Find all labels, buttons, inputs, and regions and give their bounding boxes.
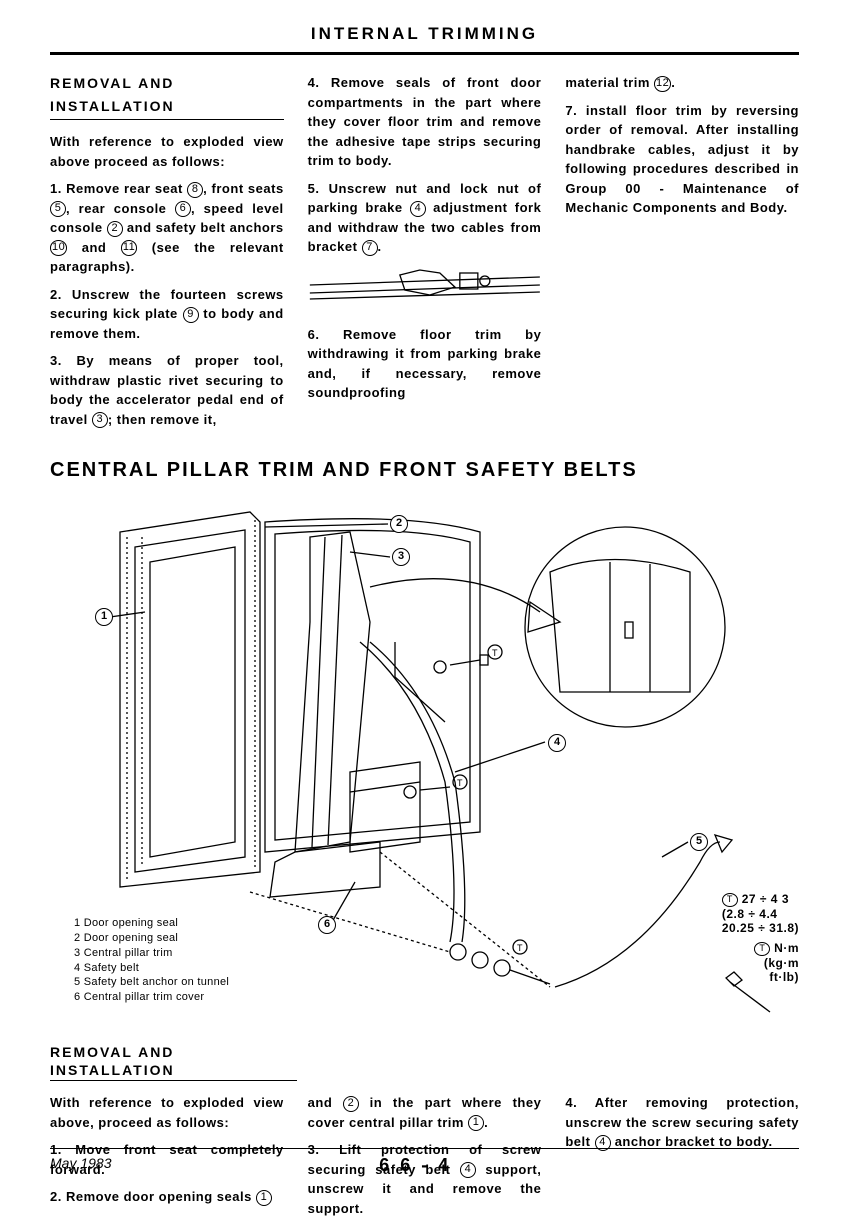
removal-heading-1: REMOVAL AND — [50, 73, 284, 94]
legend-1: 1 Door opening seal — [74, 916, 229, 931]
ref-2-icon: 2 — [107, 221, 123, 237]
callout-1: 1 — [95, 608, 113, 626]
svg-text:T: T — [457, 778, 463, 788]
ref-5-icon: 5 — [50, 201, 66, 217]
removal-heading-b2: INSTALLATION — [50, 1062, 297, 1078]
callout-2: 2 — [390, 515, 408, 533]
callout-5: 5 — [690, 833, 708, 851]
b-step-2b: and 2 in the part where they cover centr… — [308, 1093, 542, 1132]
ref-6-icon: 6 — [175, 201, 191, 217]
top-col-2: 4. Remove seals of front door compartmen… — [308, 73, 542, 437]
bottom-heading-block: REMOVAL AND INSTALLATION — [50, 1044, 297, 1081]
diagram-legend: 1 Door opening seal 2 Door opening seal … — [74, 916, 229, 1005]
footer-date: May 1983 — [50, 1155, 111, 1176]
removal-heading-2: INSTALLATION — [50, 96, 284, 117]
intro-text: With reference to exploded view above pr… — [50, 132, 284, 171]
torque-t-icon: T — [722, 893, 738, 907]
step-1: 1. Remove rear seat 8, front seats 5, re… — [50, 179, 284, 277]
torque-t2-icon: T — [754, 942, 770, 956]
torque-line1: T 27 ÷ 4 3 — [722, 892, 799, 907]
torque-units: T N·m (kg·m ft·lb) — [722, 941, 799, 984]
callout-4: 4 — [548, 734, 566, 752]
step-5: 5. Unscrew nut and lock nut of parking b… — [308, 179, 542, 257]
b-step-4: 4. After removing protection, unscrew th… — [565, 1093, 799, 1152]
ref-7-icon: 7 — [362, 240, 378, 256]
ref-11-icon: 11 — [121, 240, 137, 256]
step-2: 2. Unscrew the fourteen screws securing … — [50, 285, 284, 344]
footer-rule — [50, 1148, 799, 1149]
ref-9-icon: 9 — [183, 307, 199, 323]
ref-8-icon: 8 — [187, 182, 203, 198]
ref-1c-icon: 1 — [468, 1115, 484, 1131]
legend-6: 6 Central pillar trim cover — [74, 990, 229, 1005]
svg-text:T: T — [492, 648, 498, 658]
callout-3: 3 — [392, 548, 410, 566]
footer-spacer — [719, 1155, 799, 1176]
top-col-3: material trim 12. 7. install floor trim … — [565, 73, 799, 437]
ref-4-icon: 4 — [410, 201, 426, 217]
bottom-heading-underline — [50, 1080, 297, 1081]
material-trim: material trim 12. — [565, 73, 799, 93]
torque-line3: 20.25 ÷ 31.8) — [722, 921, 799, 935]
page: INTERNAL TRIMMING REMOVAL AND INSTALLATI… — [0, 0, 849, 1200]
legend-3: 3 Central pillar trim — [74, 946, 229, 961]
step-4: 4. Remove seals of front door compartmen… — [308, 73, 542, 171]
step-7: 7. install floor trim by reversing order… — [565, 101, 799, 218]
footer-page-number: 6 6 - 4 — [379, 1155, 451, 1176]
step-6: 6. Remove floor trim by withdrawing it f… — [308, 325, 542, 403]
torque-spec: T 27 ÷ 4 3 (2.8 ÷ 4.4 20.25 ÷ 31.8) T N·… — [722, 892, 799, 984]
ref-1b-icon: 1 — [256, 1190, 272, 1206]
top-columns: REMOVAL AND INSTALLATION With reference … — [50, 73, 799, 437]
legend-5: 5 Safety belt anchor on tunnel — [74, 975, 229, 990]
b-step-2: 2. Remove door opening seals 1 — [50, 1187, 284, 1207]
heading-underline — [50, 119, 284, 120]
page-footer: May 1983 6 6 - 4 — [50, 1148, 799, 1176]
ref-10-icon: 10 — [50, 240, 67, 256]
intro-span: With reference to exploded view above pr… — [50, 134, 284, 169]
ref-2b-icon: 2 — [343, 1096, 359, 1112]
small-diagram — [308, 265, 542, 315]
step-3: 3. By means of proper tool, withdraw pla… — [50, 351, 284, 429]
removal-heading-b1: REMOVAL AND — [50, 1044, 297, 1060]
svg-text:T: T — [517, 943, 523, 953]
top-col-1: REMOVAL AND INSTALLATION With reference … — [50, 73, 284, 437]
b-intro: With reference to exploded view above, p… — [50, 1093, 284, 1132]
page-header-title: INTERNAL TRIMMING — [50, 24, 799, 52]
legend-2: 2 Door opening seal — [74, 931, 229, 946]
header-rule — [50, 52, 799, 55]
brake-cable-svg — [308, 265, 542, 315]
torque-line2: (2.8 ÷ 4.4 — [722, 907, 799, 921]
exploded-diagram: T T T 1 2 3 4 5 6 1 Door opening seal 2 … — [50, 492, 799, 1032]
ref-3-icon: 3 — [92, 412, 108, 428]
ref-12-icon: 12 — [654, 76, 671, 92]
footer-row: May 1983 6 6 - 4 — [50, 1155, 799, 1176]
callout-6: 6 — [318, 916, 336, 934]
legend-4: 4 Safety belt — [74, 961, 229, 976]
section-2-title: CENTRAL PILLAR TRIM AND FRONT SAFETY BEL… — [50, 459, 799, 482]
